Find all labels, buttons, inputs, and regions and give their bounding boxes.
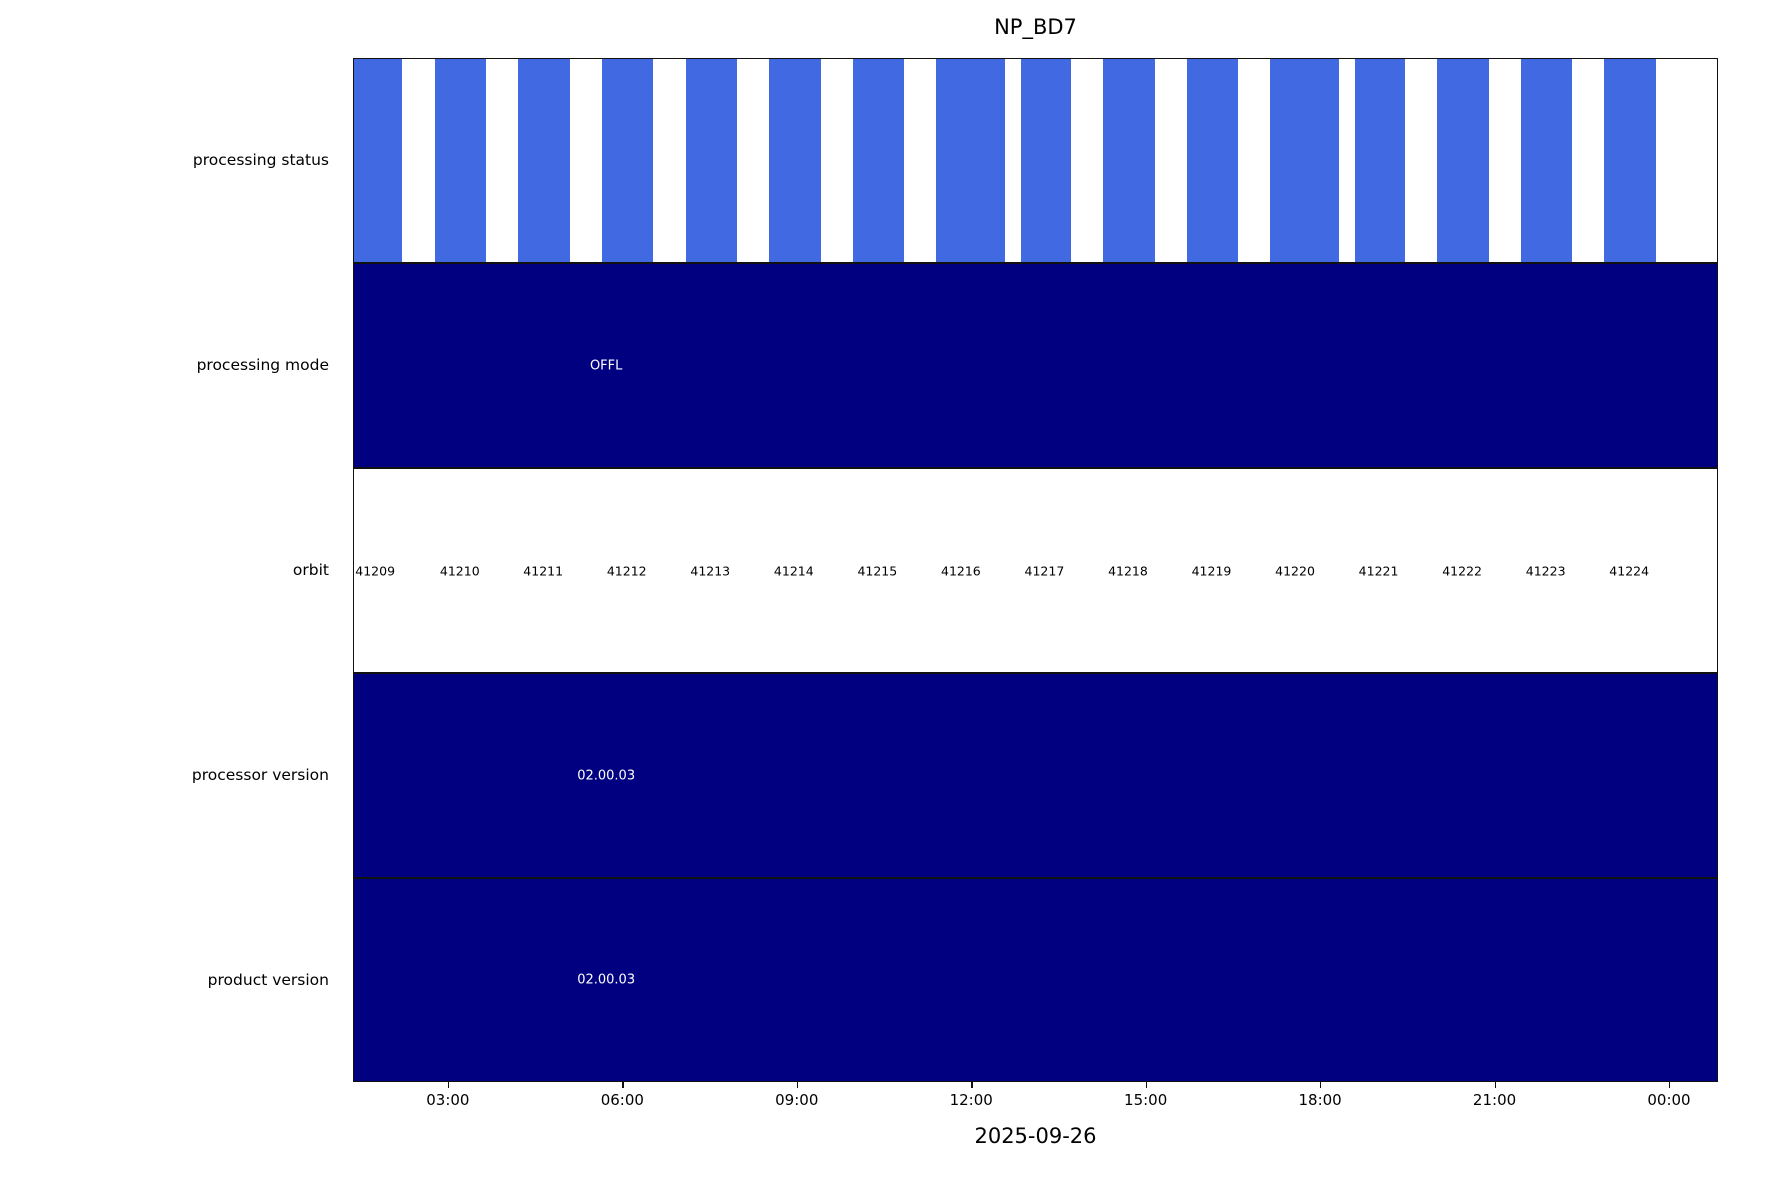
status-bar [354, 59, 402, 262]
panel-orbit: 41209 41210 41211 41212 41213 41214 41215 41216… [353, 468, 1718, 673]
x-tick-label: 21:00 [1472, 1091, 1517, 1109]
panel-processing-mode: OFFL [353, 263, 1718, 468]
processor-version-value: 02.00.03 [577, 768, 636, 783]
x-tick-label: 06:00 [600, 1091, 644, 1109]
row-label-column: processing status processing mode orbit … [0, 58, 341, 1082]
status-bar [1354, 59, 1406, 262]
row-label-processing-mode: processing mode [196, 356, 329, 374]
x-tick-mark [1320, 1082, 1322, 1088]
status-bar [518, 59, 570, 262]
orbit-number-label: 41219 [1191, 563, 1232, 578]
orbit-number-label: 41222 [1442, 563, 1482, 578]
x-tick-mark [622, 1082, 624, 1088]
product-version-value: 02.00.03 [577, 972, 636, 988]
status-bar [1186, 59, 1239, 262]
x-tick-label: 18:00 [1298, 1091, 1342, 1109]
x-tick-label: 09:00 [775, 1091, 819, 1109]
x-tick-mark [1494, 1082, 1496, 1088]
x-tick-label: 12:00 [949, 1091, 993, 1109]
orbit-number-label: 41223 [1525, 563, 1566, 578]
orbit-number-label: 41212 [606, 563, 647, 578]
status-bar [852, 59, 905, 262]
orbit-number-label: 41211 [523, 563, 564, 578]
status-bar [1520, 59, 1573, 262]
x-axis-title: 2025-09-26 [974, 1124, 1097, 1148]
row-label-processing-status: processing status [192, 151, 329, 169]
status-bar [1604, 59, 1656, 262]
plot-stack: OFFL 41209 41210 41211 41212 41213 41214 41215… [353, 58, 1718, 1082]
orbit-number-label: 41214 [773, 563, 814, 578]
orbit-number-label: 41220 [1275, 563, 1315, 578]
status-bar [769, 59, 821, 262]
orbit-number-label: 41221 [1358, 563, 1399, 578]
status-bar [434, 59, 486, 262]
x-tick-mark [447, 1082, 450, 1088]
x-tick-label: 03:00 [426, 1091, 470, 1109]
x-tick-mark [1668, 1082, 1671, 1088]
panel-processor-version: 02.00.03 [353, 673, 1718, 878]
row-label-orbit: orbit [292, 561, 329, 579]
orbit-number-label: 41218 [1108, 563, 1148, 578]
x-tick-mark [1145, 1082, 1147, 1088]
orbit-number-label: 41213 [690, 563, 731, 578]
orbit-number-label: 41209 [355, 563, 396, 578]
x-tick-mark [796, 1082, 799, 1088]
status-bar [685, 59, 737, 262]
orbit-number-label: 41210 [439, 563, 480, 578]
panel-processing-status [353, 58, 1718, 263]
x-axis: 03:00 06:00 09:00 12:00 15:00 18:00 21:00 00:00 [353, 1082, 1718, 1122]
row-label-product-version: product version [207, 971, 329, 989]
orbit-number-label: 41217 [1024, 563, 1065, 578]
x-tick-label: 15:00 [1124, 1091, 1168, 1109]
status-bar [1437, 59, 1489, 262]
orbit-number-label: 41215 [857, 563, 898, 578]
page-title: NP_BD7 [994, 15, 1077, 39]
orbit-number-label: 41224 [1609, 563, 1650, 578]
status-bar [1270, 59, 1339, 262]
panel-product-version: 02.00.03 [353, 878, 1718, 1082]
status-bar [1020, 59, 1072, 262]
status-bar [1103, 59, 1155, 262]
x-tick-label: 00:00 [1647, 1091, 1691, 1109]
processing-mode-value: OFFL [589, 358, 623, 373]
orbit-number-label: 41216 [940, 563, 981, 578]
row-label-processor-version: processor version [191, 766, 329, 784]
status-bar [602, 59, 654, 262]
status-bar [936, 59, 1005, 262]
x-tick-mark [971, 1082, 973, 1088]
